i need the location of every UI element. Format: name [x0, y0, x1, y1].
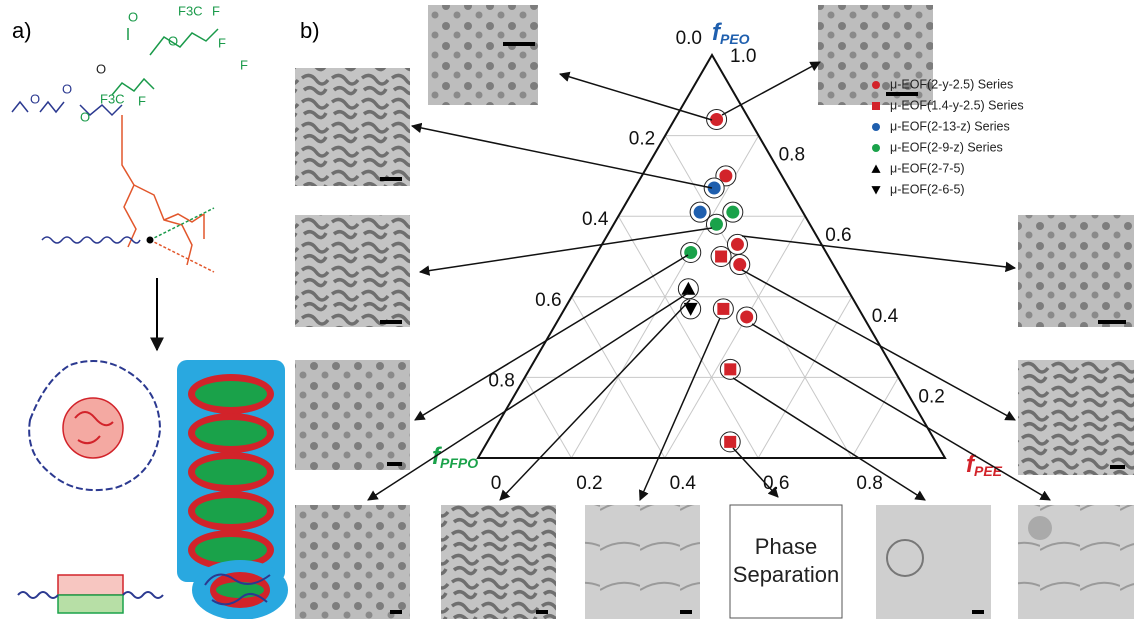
structure-label: O	[62, 81, 72, 96]
structure-label: F3C	[100, 91, 125, 106]
legend-marker	[872, 102, 880, 110]
legend-marker	[872, 81, 880, 89]
structure-label: O	[128, 9, 138, 24]
point	[726, 205, 740, 219]
structure-label: F	[240, 57, 248, 72]
structure-label: F	[218, 35, 226, 50]
axis-subscript: PFPO	[440, 455, 478, 471]
legend-entry: μ-EOF(2-9-z) Series	[890, 140, 1003, 154]
tick-label: 0.6	[535, 290, 561, 311]
structure-label: O	[96, 61, 106, 76]
legend-entry: μ-EOF(2-13-z) Series	[890, 119, 1010, 133]
tick-label: 0.0	[676, 28, 702, 49]
point	[730, 237, 744, 251]
tick-label: 0.4	[670, 473, 697, 494]
axis-symbol: f	[432, 443, 442, 470]
structure-label: O	[30, 91, 40, 106]
tick-label: 0.2	[576, 473, 602, 494]
structure-label: F	[212, 3, 220, 18]
point	[717, 302, 730, 315]
tick-label: 0	[491, 473, 502, 494]
structure-label: F3C	[178, 3, 203, 18]
structure-label: O	[168, 33, 178, 48]
ternary-diagram: 1.0 0.8 0.6 0.4 0.2 0 0.2 0.4 0.6 0.8 0.0 0.2 0.4 0.6…	[432, 19, 1024, 494]
point	[709, 217, 723, 231]
tick-label: 0.4	[872, 306, 899, 327]
tick-label: 0.2	[629, 129, 655, 150]
legend-marker	[871, 186, 881, 195]
structure-label: F	[138, 93, 146, 108]
point	[719, 169, 733, 183]
grid-line	[571, 296, 666, 459]
structure-sketch	[11, 28, 288, 619]
grid-line	[664, 215, 806, 459]
point	[707, 181, 721, 195]
axis-label: fPFPO	[432, 443, 478, 470]
legend-marker	[872, 144, 880, 152]
legend-entry: μ-EOF(2-y-2.5) Series	[890, 77, 1013, 91]
axis-symbol: f	[966, 451, 976, 478]
tick-label: 1.0	[730, 46, 756, 67]
tick-label: 0.8	[779, 145, 805, 166]
axis-label: fPEE	[966, 451, 1003, 478]
axis-subscript: PEE	[974, 463, 1003, 479]
axis-subscript: PEO	[720, 31, 750, 47]
point	[733, 258, 747, 272]
tick-label: 0.4	[582, 209, 609, 230]
tick-label: 0.6	[763, 473, 789, 494]
legend-entry: μ-EOF(2-7-5)	[890, 161, 965, 175]
point	[724, 363, 737, 376]
panel-label: a)	[12, 18, 32, 43]
legend-marker	[871, 164, 881, 173]
legend-entry: μ-EOF(1.4-y-2.5) Series	[890, 98, 1024, 112]
point	[693, 205, 707, 219]
triangle-frame	[476, 53, 947, 459]
panel-label: b)	[300, 18, 320, 43]
grid-line	[664, 135, 853, 459]
axis-symbol: f	[712, 19, 722, 46]
legend-entry: μ-EOF(2-6-5)	[890, 182, 965, 196]
tick-label: 0.6	[825, 225, 851, 246]
tick-label: 0.8	[488, 370, 514, 391]
structure-label: O	[80, 109, 90, 124]
point	[740, 310, 754, 324]
arrows	[367, 61, 1051, 501]
phase-label: Phase	[755, 534, 817, 559]
grid-line	[851, 377, 899, 459]
point	[684, 245, 698, 259]
point	[683, 302, 698, 316]
grid-line	[617, 215, 759, 459]
tick-label: 0.8	[856, 473, 882, 494]
phase-label: Separation	[733, 562, 839, 587]
point	[724, 435, 737, 448]
grid-line	[524, 377, 572, 459]
point	[715, 250, 728, 263]
point	[681, 281, 696, 295]
axis-label: fPEO	[712, 19, 750, 46]
legend-marker	[872, 123, 880, 131]
point	[710, 112, 724, 126]
tick-label: 0.2	[918, 386, 944, 407]
